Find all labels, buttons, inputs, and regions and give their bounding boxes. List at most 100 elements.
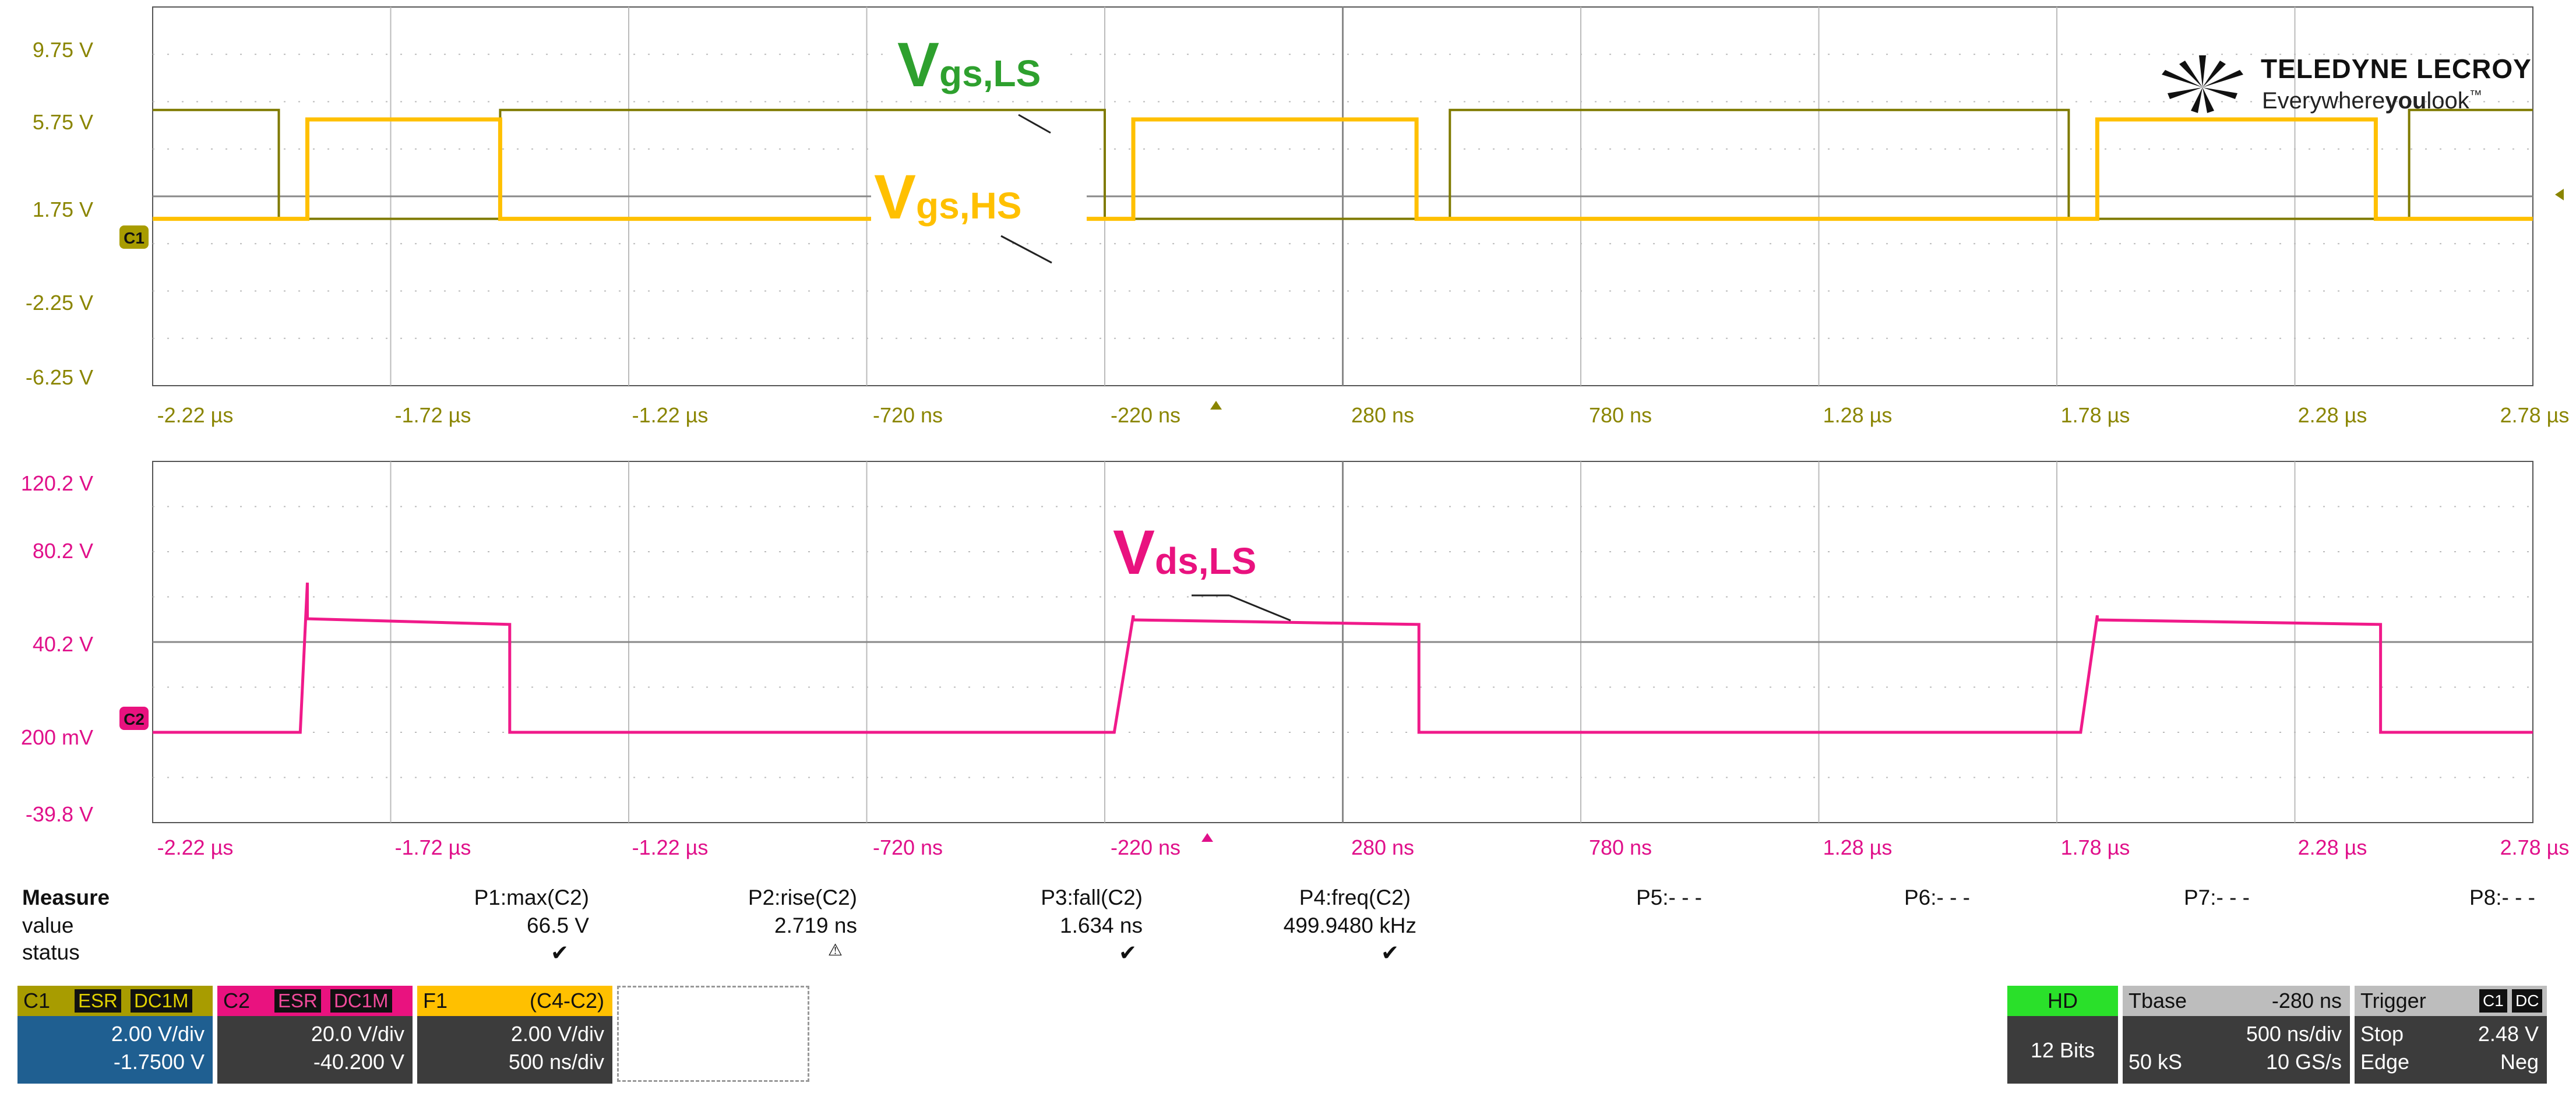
measure-param-p7[interactable]: P7:- - - xyxy=(2183,886,2250,909)
top-grid xyxy=(153,7,2533,386)
trace-vgs-hs xyxy=(153,117,2533,221)
trigger-channel-tag: C1 xyxy=(2479,989,2507,1013)
c2-name: C2 xyxy=(223,989,251,1013)
bottom-y-tick: -39.8 V xyxy=(26,802,93,826)
measure-param-p2[interactable]: P2:rise(C2) xyxy=(748,886,857,909)
top-x-tick: 2.78 µs xyxy=(2500,403,2570,427)
label-vgs-hs-leader xyxy=(1000,235,1052,264)
top-x-tick: -2.22 µs xyxy=(157,403,234,427)
label-vds-ls-leader xyxy=(1229,594,1291,622)
tbase-delay: -280 ns xyxy=(2271,989,2342,1013)
tbase-samples: 50 kS xyxy=(2129,1050,2183,1074)
f1-descriptor[interactable]: F1 (C4-C2) 2.00 V/div 500 ns/div xyxy=(417,986,612,1084)
f1-name: F1 xyxy=(423,989,448,1013)
bottom-panel: 120.2 V 80.2 V 40.2 V 200 mV -39.8 V -2.… xyxy=(21,461,2570,859)
c2-esr-tag: ESR xyxy=(274,989,321,1013)
svg-text:Everywhereyoulook™: Everywhereyoulook™ xyxy=(2262,87,2482,114)
c2-offset: -40.200 V xyxy=(313,1050,404,1074)
measure-status-p1: ✔ xyxy=(550,941,569,965)
bottom-x-tick: 2.78 µs xyxy=(2500,835,2570,859)
svg-text:TELEDYNE LECROY: TELEDYNE LECROY xyxy=(2261,54,2532,84)
trigger-level: 2.48 V xyxy=(2478,1022,2539,1046)
bottom-y-tick: 120.2 V xyxy=(21,471,93,495)
c2-coupling-tag: DC1M xyxy=(330,989,392,1013)
measure-param-p4[interactable]: P4:freq(C2) xyxy=(1299,886,1411,909)
trigger-label: Trigger xyxy=(2360,989,2426,1013)
measure-status-p2: ⚠ xyxy=(827,941,843,959)
f1-formula: (C4-C2) xyxy=(529,989,604,1013)
bottom-y-tick: 200 mV xyxy=(21,725,93,749)
top-y-tick: 1.75 V xyxy=(33,197,93,221)
top-x-tick: 780 ns xyxy=(1589,403,1652,427)
teledyne-lecroy-logo: TELEDYNE LECROY Everywhereyoulook™ xyxy=(2162,54,2532,114)
bottom-x-tick: 1.28 µs xyxy=(1823,835,1893,859)
measure-status-p4: ✔ xyxy=(1380,941,1399,965)
top-x-tick: 2.28 µs xyxy=(2298,403,2367,427)
trigger-coupling-tag: DC xyxy=(2512,989,2543,1013)
measure-param-p6[interactable]: P6:- - - xyxy=(1904,886,1970,909)
trigger-type: Edge xyxy=(2360,1050,2410,1074)
bottom-y-axis-labels: 120.2 V 80.2 V 40.2 V 200 mV -39.8 V xyxy=(21,471,93,826)
bottom-y-tick: 40.2 V xyxy=(33,632,93,656)
bottom-x-tick: 780 ns xyxy=(1589,835,1652,859)
bottom-x-tick: 1.78 µs xyxy=(2061,835,2130,859)
top-y-tick: 9.75 V xyxy=(33,38,93,62)
top-y-tick: -6.25 V xyxy=(26,365,93,389)
c2-ground-marker[interactable]: C2 xyxy=(119,707,149,730)
c1-offset: -1.7500 V xyxy=(113,1050,205,1074)
top-x-tick: 1.78 µs xyxy=(2061,403,2130,427)
tbase-rate: 10 GS/s xyxy=(2265,1050,2342,1074)
top-x-axis-labels: -2.22 µs -1.72 µs -1.22 µs -720 ns -220 … xyxy=(157,403,2570,427)
measure-value-p1: 66.5 V xyxy=(527,914,589,937)
trigger-time-marker[interactable] xyxy=(1210,401,1222,410)
hd-descriptor[interactable]: HD 12 Bits xyxy=(2007,986,2118,1084)
svg-text:C2: C2 xyxy=(124,710,145,728)
c2-scale: 20.0 V/div xyxy=(311,1022,404,1046)
hd-bits: 12 Bits xyxy=(2030,1038,2095,1062)
empty-descriptor-slot[interactable] xyxy=(617,986,809,1082)
top-panel: 9.75 V 5.75 V 1.75 V -2.25 V -6.25 V -2.… xyxy=(26,6,2570,427)
measure-param-p1[interactable]: P1:max(C2) xyxy=(474,886,589,909)
bottom-x-axis-labels: -2.22 µs -1.72 µs -1.22 µs -720 ns -220 … xyxy=(157,835,2570,859)
trigger-slope: Neg xyxy=(2500,1050,2539,1074)
bottom-grid xyxy=(153,461,2533,823)
top-x-tick: 1.28 µs xyxy=(1823,403,1893,427)
trigger-descriptor[interactable]: Trigger C1 DC Stop 2.48 V Edge Neg xyxy=(2355,986,2547,1084)
measure-value-p3: 1.634 ns xyxy=(1060,914,1143,937)
top-x-tick: -220 ns xyxy=(1111,403,1180,427)
bottom-x-tick: -1.22 µs xyxy=(632,835,709,859)
measure-row-status-label: status xyxy=(22,940,80,964)
bottom-x-tick: -2.22 µs xyxy=(157,835,234,859)
scope-display: 9.75 V 5.75 V 1.75 V -2.25 V -6.25 V -2.… xyxy=(21,6,2570,859)
trigger-time-marker-bottom[interactable] xyxy=(1201,833,1213,842)
c1-ground-marker[interactable]: C1 xyxy=(119,225,149,249)
c1-name: C1 xyxy=(23,989,51,1013)
label-vgs-hs: Vgs,HS xyxy=(874,161,1021,232)
label-bg xyxy=(1110,513,1279,583)
trigger-mode: Stop xyxy=(2360,1022,2404,1046)
trace-vds-ls xyxy=(153,582,2533,734)
bottom-x-tick: 280 ns xyxy=(1351,835,1414,859)
trigger-level-marker[interactable] xyxy=(2555,189,2564,200)
c1-descriptor[interactable]: C1 ESR DC1M 2.00 V/div -1.7500 V xyxy=(17,986,213,1084)
bottom-y-tick: 80.2 V xyxy=(33,539,93,563)
top-y-tick: 5.75 V xyxy=(33,110,93,134)
top-x-tick: -720 ns xyxy=(873,403,943,427)
label-vgs-ls-leader xyxy=(1018,114,1051,134)
bottom-x-tick: -720 ns xyxy=(873,835,943,859)
hd-label: HD xyxy=(2007,986,2118,1016)
top-x-tick: 280 ns xyxy=(1351,403,1414,427)
c2-descriptor[interactable]: C2 ESR DC1M 20.0 V/div -40.200 V xyxy=(217,986,413,1084)
label-vgs-ls: Vgs,LS xyxy=(897,29,1041,100)
measure-param-p3[interactable]: P3:fall(C2) xyxy=(1041,886,1143,909)
measure-value-p2: 2.719 ns xyxy=(774,914,857,937)
timebase-descriptor[interactable]: Tbase -280 ns 500 ns/div 50 kS 10 GS/s xyxy=(2123,986,2350,1084)
tbase-label: Tbase xyxy=(2129,989,2187,1013)
label-bg xyxy=(894,23,1063,93)
measure-param-p5[interactable]: P5:- - - xyxy=(1636,886,1702,909)
measure-param-p8[interactable]: P8:- - - xyxy=(2469,886,2535,909)
lecroy-starburst-icon xyxy=(2162,55,2243,113)
f1-scale: 2.00 V/div xyxy=(510,1022,604,1046)
measure-table: Measure value status P1:max(C2) 66.5 V ✔… xyxy=(0,884,2576,989)
c1-coupling-tag: DC1M xyxy=(131,989,192,1013)
